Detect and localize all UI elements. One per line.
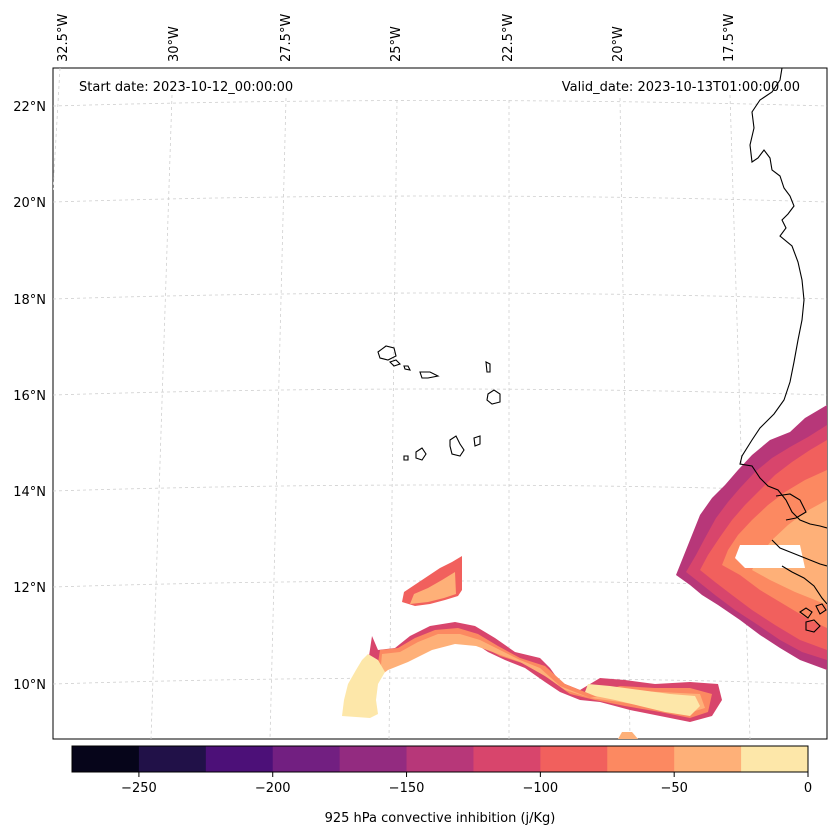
longitude-labels: 32.5°W 30°W 27.5°W 25°W 22.5°W 20°W 17.5…	[56, 14, 737, 62]
island-sao-vicente	[388, 359, 402, 367]
meridian-25w	[388, 99, 398, 739]
colorbar-swatch	[540, 746, 608, 772]
colorbar-swatch	[406, 746, 474, 772]
meridian-27-5w	[269, 97, 287, 739]
colorbar: −250 −200 −150 −100 −50 0 925 hPa convective …	[71, 745, 812, 826]
colorbar-swatch	[674, 746, 742, 772]
colorbar-label: 925 hPa convective inhibition (j/Kg)	[325, 811, 556, 826]
lat-label-18n: 18°N	[13, 293, 46, 308]
colorbar-swatch	[138, 746, 207, 772]
coastlines	[377, 68, 827, 633]
cin-region-bottom-edge	[618, 732, 638, 739]
parallel-18n	[53, 292, 827, 300]
cin-region-band-east-pale	[585, 684, 700, 716]
colorbar-tick-label: −50	[660, 781, 687, 796]
colorbar-swatch	[272, 746, 341, 772]
parallel-14n	[53, 484, 827, 492]
island-santa-luzia	[403, 365, 411, 371]
lon-label-17-5w: 17.5°W	[722, 14, 737, 62]
island-brava	[403, 455, 409, 461]
map-panel: Start date: 2023-10-12_00:00:00 Valid_da…	[52, 67, 828, 740]
lon-label-32-5w: 32.5°W	[56, 14, 71, 62]
island-maio	[473, 435, 481, 447]
lon-label-25w: 25°W	[389, 26, 404, 62]
coastline-bijagos	[799, 603, 827, 633]
parallel-16n	[53, 388, 827, 396]
colorbar-ticks: −250 −200 −150 −100 −50 0	[121, 772, 812, 796]
graticule	[53, 68, 827, 739]
colorbar-swatch	[607, 746, 675, 772]
island-sao-nicolau	[419, 371, 440, 379]
coastline-guinea-bissau	[771, 539, 827, 605]
lat-label-12n: 12°N	[13, 581, 46, 596]
island-sal	[485, 361, 491, 373]
island-fogo	[415, 447, 427, 461]
island-boa-vista	[486, 389, 501, 405]
lon-label-27-5w: 27.5°W	[279, 14, 294, 62]
cin-hole-coast	[735, 545, 805, 568]
coastline-gambia	[775, 493, 807, 521]
valid-date-label: Valid_date: 2023-10-13T01:00:00.00	[562, 80, 800, 95]
parallel-22n	[53, 100, 827, 107]
meridian-20w	[619, 97, 631, 739]
lon-label-22-5w: 22.5°W	[501, 14, 516, 62]
colorbar-frame	[71, 745, 809, 773]
lat-label-16n: 16°N	[13, 389, 46, 404]
lat-label-20n: 20°N	[13, 196, 46, 211]
colorbar-tick-label: 0	[804, 781, 812, 796]
coastline-africa	[739, 68, 827, 529]
colorbar-swatch	[741, 746, 809, 772]
colorbar-swatch	[72, 746, 140, 772]
parallel-12n	[53, 580, 827, 588]
colorbar-tick-label: −200	[255, 781, 291, 796]
cin-region-band-south-pale	[342, 654, 385, 718]
lat-label-14n: 14°N	[13, 485, 46, 500]
cin-region-patch-12n-light	[410, 572, 456, 604]
colorbar-swatch	[339, 746, 408, 772]
meridian-32-5w	[53, 68, 61, 191]
colorbar-swatch	[205, 746, 274, 772]
meridian-17-5w	[729, 94, 751, 739]
cin-field	[342, 405, 827, 739]
parallel-10n	[53, 677, 827, 685]
meridian-30w	[150, 94, 173, 739]
start-date-label: Start date: 2023-10-12_00:00:00	[79, 80, 293, 95]
colorbar-tick-label: −150	[389, 781, 425, 796]
lon-label-30w: 30°W	[167, 26, 182, 62]
parallel-20n	[53, 195, 827, 203]
lat-label-22n: 22°N	[13, 100, 46, 115]
colorbar-swatches	[72, 746, 809, 772]
latitude-labels: 22°N 20°N 18°N 16°N 14°N 12°N 10°N	[13, 100, 46, 693]
colorbar-tick-label: −250	[121, 781, 157, 796]
island-santo-antao	[377, 345, 397, 361]
lon-label-20w: 20°W	[611, 26, 626, 62]
colorbar-tick-label: −100	[523, 781, 559, 796]
island-santiago	[449, 435, 465, 457]
colorbar-swatch	[473, 746, 541, 772]
lat-label-10n: 10°N	[13, 678, 46, 693]
